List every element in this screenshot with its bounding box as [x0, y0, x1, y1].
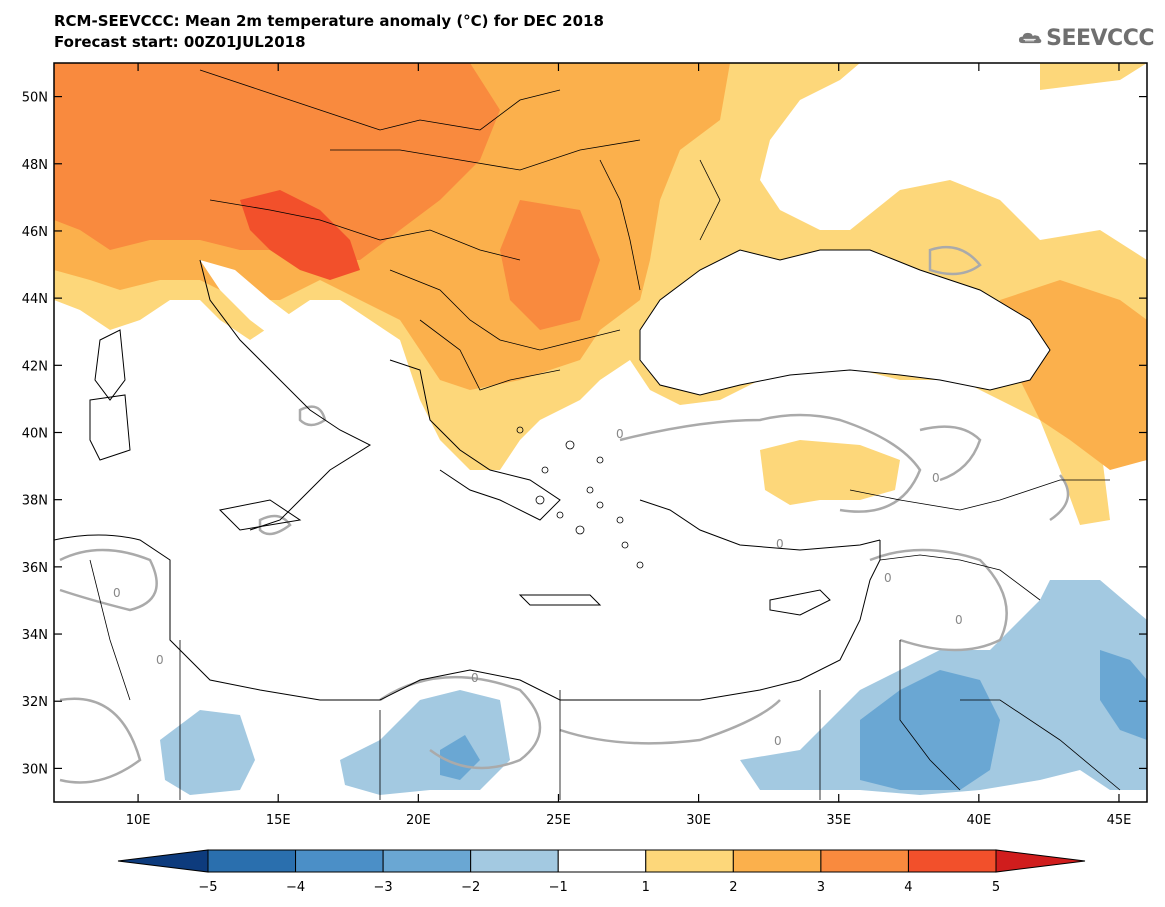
- contour-label: 0: [932, 471, 940, 485]
- lon-label: 15E: [266, 813, 291, 828]
- colorbar-tick-label: −4: [286, 880, 305, 895]
- lon-label: 35E: [826, 813, 851, 828]
- colorbar-bin: [382, 849, 472, 873]
- coastlines: [54, 259, 881, 701]
- lat-label: 48N: [22, 158, 48, 173]
- anomaly-blue-east-2: [1100, 650, 1147, 740]
- colorbar-tick-label: 4: [904, 880, 912, 895]
- lon-label: 45E: [1107, 813, 1132, 828]
- colorbar-right-arrow: [995, 849, 1086, 873]
- contour-label: 0: [774, 734, 782, 748]
- colorbar-bin: [207, 849, 297, 873]
- anomaly-east-orange-region: [1000, 280, 1147, 470]
- zero-contours: [59, 245, 1070, 784]
- latitude-axis: 50N 48N 46N 44N 42N 40N 38N 36N 34N 32N 30N: [22, 91, 1147, 777]
- colorbar-bin: [907, 849, 997, 873]
- contour-label: 0: [776, 537, 784, 551]
- anomaly-dark-orange-east-region: [500, 200, 600, 330]
- country-borders: [89, 69, 1121, 800]
- aegean-islands: [516, 426, 644, 569]
- colorbar-bin: [645, 849, 734, 873]
- colorbar-left-arrow: [117, 849, 209, 873]
- contour-label: 0: [156, 653, 164, 667]
- colorbar-bin: [295, 849, 384, 873]
- colorbar-tick-label: 3: [817, 880, 825, 895]
- contour-label: 0: [471, 671, 479, 685]
- colorbar-bin: [470, 849, 559, 873]
- lat-label: 30N: [22, 762, 48, 777]
- cloud-logo-icon: [1018, 32, 1042, 44]
- anomaly-light-blue-libya: [160, 710, 255, 795]
- anomaly-white-east-hole: [760, 63, 1147, 260]
- black-sea: [639, 249, 1051, 396]
- contour-label: 0: [616, 427, 624, 441]
- lat-label: 44N: [22, 292, 48, 307]
- colorbar-tick-label: 2: [729, 880, 737, 895]
- anomaly-dark-orange-region: [54, 63, 500, 260]
- lon-label: 20E: [406, 813, 431, 828]
- contour-label: 0: [955, 613, 963, 627]
- lat-label: 38N: [22, 494, 48, 509]
- seevccc-logo: SEEVCCC: [1018, 20, 1154, 56]
- forecast-start-subtitle: Forecast start: 00Z01JUL2018: [54, 33, 306, 51]
- lon-label: 10E: [126, 813, 151, 828]
- lon-label: 30E: [686, 813, 711, 828]
- lon-label: 25E: [546, 813, 571, 828]
- colorbar: −5 −4 −3 −2 −1 1 2 3 4 5: [117, 849, 1086, 895]
- longitude-axis: 10E 15E 20E 25E 30E 35E 40E 45E: [126, 63, 1132, 828]
- lon-label: 40E: [966, 813, 991, 828]
- map-title: RCM-SEEVCCC: Mean 2m temperature anomaly…: [54, 12, 604, 30]
- anomaly-blue-libya-core: [440, 735, 480, 780]
- contour-labels: 0 0 0 0 0 0 0 0 0: [113, 427, 963, 748]
- lat-label: 36N: [22, 561, 48, 576]
- colorbar-tick-label: −1: [549, 880, 568, 895]
- logo-text: SEEVCCC: [1046, 25, 1154, 51]
- lat-label: 34N: [22, 628, 48, 643]
- lat-label: 32N: [22, 695, 48, 710]
- adriatic-sea: [200, 260, 390, 420]
- anomaly-red-region: [240, 190, 360, 280]
- map-area: 0 0 0 0 0 0 0 0 0: [54, 63, 1147, 802]
- lat-label: 42N: [22, 359, 48, 374]
- lat-label: 50N: [22, 91, 48, 106]
- colorbar-tick-label: 5: [992, 880, 1000, 895]
- colorbar-bin: [820, 849, 909, 873]
- colorbar-tick-label: 1: [642, 880, 650, 895]
- contour-label: 0: [113, 586, 121, 600]
- contour-label: 0: [884, 571, 892, 585]
- anomaly-anatolia-light-region: [760, 440, 900, 505]
- lat-label: 46N: [22, 225, 48, 240]
- colorbar-tick-label: −3: [374, 880, 393, 895]
- lat-label: 40N: [22, 427, 48, 442]
- colorbar-bin: [557, 849, 647, 873]
- colorbar-tick-label: −5: [198, 880, 217, 895]
- colorbar-tick-label: −2: [461, 880, 480, 895]
- colorbar-bin: [732, 849, 822, 873]
